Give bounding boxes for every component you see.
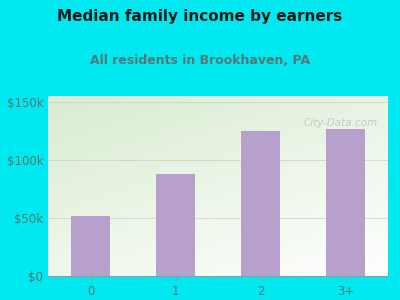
Bar: [241, 131, 280, 276]
Bar: [71, 216, 110, 276]
Text: Median family income by earners: Median family income by earners: [57, 9, 343, 24]
Bar: [156, 174, 195, 276]
Text: City-Data.com: City-Data.com: [304, 118, 378, 128]
Bar: [326, 128, 365, 276]
Text: All residents in Brookhaven, PA: All residents in Brookhaven, PA: [90, 54, 310, 67]
